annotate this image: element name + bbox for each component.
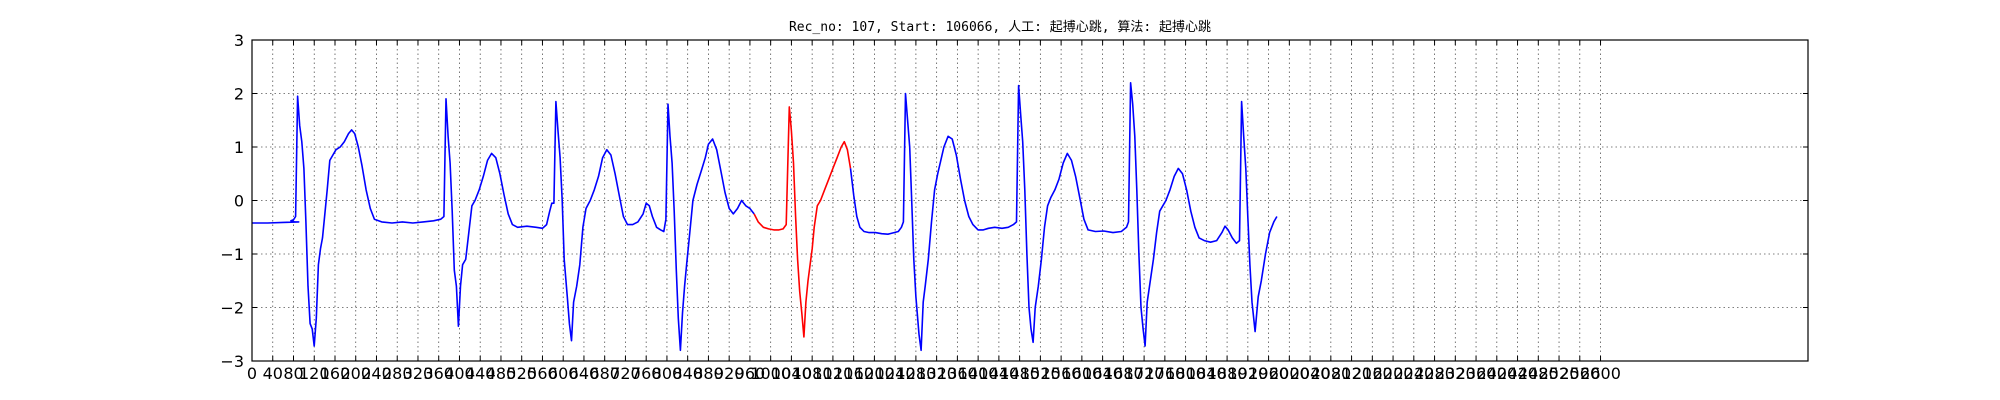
- x-tick-label: 1400: [958, 364, 999, 383]
- x-tick-label: 2360: [1456, 364, 1497, 383]
- x-tick-label: 2480: [1518, 364, 1559, 383]
- x-tick-label: 880: [693, 364, 724, 383]
- x-tick-label: 1800: [1165, 364, 1206, 383]
- x-tick-label: 2000: [1269, 364, 1310, 383]
- x-tick-label: 1240: [875, 364, 916, 383]
- x-tick-label: 160: [320, 364, 351, 383]
- x-tick-label: 2240: [1393, 364, 1434, 383]
- x-tick-label: 40: [263, 364, 283, 383]
- x-tick-label: 1680: [1103, 364, 1144, 383]
- y-tick-label: 1: [234, 138, 244, 157]
- x-tick-label: 2280: [1414, 364, 1455, 383]
- x-tick-label: 360: [423, 364, 454, 383]
- x-tick-label: 120: [299, 364, 330, 383]
- x-tick-label: 1280: [896, 364, 937, 383]
- x-tick-label: 240: [361, 364, 392, 383]
- axis-ticks: [251, 39, 1808, 362]
- x-tick-label: 480: [486, 364, 517, 383]
- x-tick-label: 1920: [1227, 364, 1268, 383]
- x-tick-label: 2400: [1476, 364, 1517, 383]
- x-tick-label: 600: [548, 364, 579, 383]
- x-tick-label: 840: [672, 364, 703, 383]
- x-tick-label: 1120: [813, 364, 854, 383]
- x-tick-label: 1480: [999, 364, 1040, 383]
- x-tick-label: 0: [247, 364, 257, 383]
- x-tick-label: 1840: [1186, 364, 1227, 383]
- x-tick-label: 200: [340, 364, 371, 383]
- y-tick-label: −1: [220, 245, 244, 264]
- x-tick-label: 640: [569, 364, 600, 383]
- x-tick-label: 760: [631, 364, 662, 383]
- x-tick-label: 440: [465, 364, 496, 383]
- x-tick-label: 320: [403, 364, 434, 383]
- x-tick-label: 1760: [1144, 364, 1185, 383]
- data-series: [252, 82, 1278, 352]
- x-tick-label: 1960: [1248, 364, 1289, 383]
- x-tick-label: 680: [589, 364, 620, 383]
- x-tick-label: 2120: [1331, 364, 1372, 383]
- chart-title: Rec_no: 107, Start: 106066, 人工: 起搏心跳, 算法…: [789, 19, 1211, 35]
- x-tick-label: 2200: [1373, 364, 1414, 383]
- x-tick-label: 1600: [1062, 364, 1103, 383]
- x-tick-label: 2080: [1310, 364, 1351, 383]
- ecg-series-line: [753, 106, 852, 338]
- x-tick-label: 1360: [937, 364, 978, 383]
- ecg-series-line: [252, 95, 755, 352]
- x-tick-label: 920: [714, 364, 745, 383]
- x-tick-label: 1440: [979, 364, 1020, 383]
- x-tick-label: 720: [610, 364, 641, 383]
- x-axis-tick-labels: 0 40 8012016020024028032036040044048052056…: [247, 364, 1621, 383]
- x-tick-label: 1000: [750, 364, 791, 383]
- x-tick-label: 560: [527, 364, 558, 383]
- x-tick-label: 2520: [1539, 364, 1580, 383]
- y-tick-label: 0: [234, 192, 244, 211]
- x-tick-label: 80: [283, 364, 303, 383]
- x-tick-label: 800: [652, 364, 683, 383]
- x-tick-label: 1640: [1082, 364, 1123, 383]
- x-tick-label: 2600: [1580, 364, 1621, 383]
- y-tick-label: −3: [220, 352, 244, 371]
- y-tick-label: −2: [220, 299, 244, 318]
- x-tick-label: 1160: [833, 364, 874, 383]
- y-axis-tick-labels: 3 2 1 0 −1 −2 −3: [220, 31, 244, 371]
- grid-lines: [252, 40, 1808, 361]
- x-tick-label: 520: [506, 364, 537, 383]
- x-tick-label: 2160: [1352, 364, 1393, 383]
- x-tick-label: 1880: [1207, 364, 1248, 383]
- x-tick-label: 1560: [1041, 364, 1082, 383]
- x-tick-label: 1080: [792, 364, 833, 383]
- x-tick-label: 2560: [1559, 364, 1600, 383]
- x-tick-label: 1040: [771, 364, 812, 383]
- x-tick-label: 2320: [1435, 364, 1476, 383]
- y-tick-label: 2: [234, 85, 244, 104]
- x-tick-label: 1200: [854, 364, 895, 383]
- x-tick-label: 1320: [916, 364, 957, 383]
- x-tick-label: 2040: [1290, 364, 1331, 383]
- x-tick-label: 2440: [1497, 364, 1538, 383]
- x-tick-label: 960: [735, 364, 766, 383]
- ecg-series-line: [849, 82, 1278, 352]
- x-tick-label: 280: [382, 364, 413, 383]
- x-tick-label: 1720: [1124, 364, 1165, 383]
- y-tick-label: 3: [234, 31, 244, 50]
- x-tick-label: 400: [444, 364, 475, 383]
- x-tick-label: 1520: [1020, 364, 1061, 383]
